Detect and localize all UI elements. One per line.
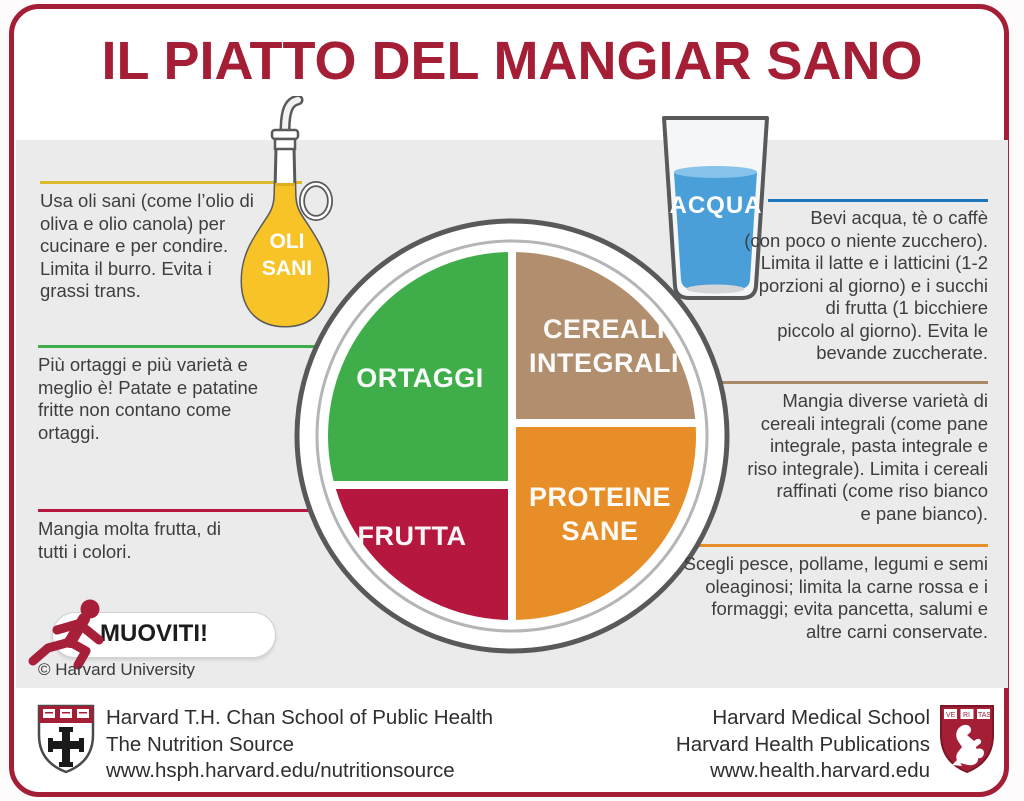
hms-shield-icon: VE RI TAS xyxy=(940,705,994,774)
lion-rampant-figure xyxy=(952,724,985,766)
protein-label: PROTEINE SANE xyxy=(528,482,672,546)
footer-right-block: Harvard Medical School Harvard Health Pu… xyxy=(560,705,930,785)
protein-connector-line xyxy=(678,544,988,547)
page-title: IL PIATTO DEL MANGIAR SANO xyxy=(101,31,923,91)
hsph-shield-icon xyxy=(37,704,95,774)
footer-right-org: Harvard Medical School xyxy=(712,706,930,729)
shield-book-tas: TAS xyxy=(978,712,991,719)
footer-left-block: Harvard T.H. Chan School of Public Healt… xyxy=(106,705,493,785)
oils-label: OLI SANI xyxy=(261,230,313,281)
protein-note: Scegli pesce, pollame, legumi e semi ole… xyxy=(683,553,988,642)
shield-book-ri: RI xyxy=(963,712,970,719)
move-label: MUOVITI! xyxy=(100,620,208,647)
vegetables-note: Più ortaggi e più varietà e meglio è! Pa… xyxy=(38,354,259,443)
oil-bottle-icon xyxy=(240,96,333,328)
grains-note: Mangia diverse varietà di cereali integr… xyxy=(747,390,988,524)
fruit-connector-line xyxy=(38,509,338,512)
footer-right-dept: Harvard Health Publications xyxy=(675,732,930,756)
water-note: Bevi acqua, tè o caffè (con poco o nient… xyxy=(744,207,988,364)
footer-left-org: Harvard T.H. Chan School of Public Healt… xyxy=(106,706,494,729)
healthy-plate-diagram xyxy=(294,218,730,654)
fruit-label: FRUTTA xyxy=(357,521,467,551)
fruit-note: Mangia molta frutta, di tutti i colori. xyxy=(38,518,222,562)
runner-icon xyxy=(28,599,104,670)
footer-left-dept: The Nutrition Source xyxy=(106,732,295,756)
water-glass-icon xyxy=(662,116,769,300)
footer-left-url: www.hsph.harvard.edu/nutritionsource xyxy=(106,759,455,782)
copyright-text: © Harvard University xyxy=(38,660,196,679)
grains-label: CEREALI INTEGRALI xyxy=(529,314,679,378)
water-connector-line xyxy=(768,199,988,202)
oils-connector-line xyxy=(40,181,302,184)
water-label: ACQUA xyxy=(669,192,763,219)
footer-right-url: www.health.harvard.edu xyxy=(710,759,930,782)
plate-inner-rim xyxy=(315,239,709,633)
vegetables-connector-line xyxy=(38,345,360,348)
vegetables-label: ORTAGGI xyxy=(356,363,484,393)
oils-note: Usa oli sani (come l’olio di oliva e oli… xyxy=(40,190,254,302)
shield-book-ve: VE xyxy=(946,712,956,719)
grains-connector-line xyxy=(702,381,988,384)
